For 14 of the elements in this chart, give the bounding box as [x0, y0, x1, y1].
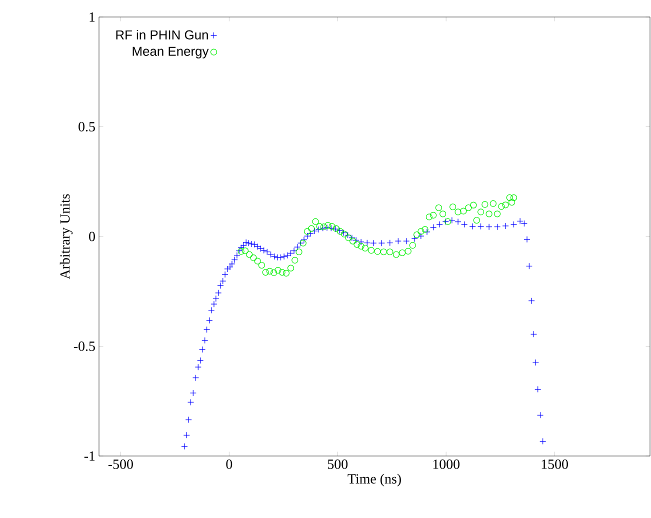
- x-tick-label: -500: [108, 460, 133, 469]
- y-tick-label: -1: [84, 451, 95, 461]
- legend-label: Mean Energy: [132, 46, 209, 58]
- y-tick-label: -0.5: [74, 342, 95, 351]
- legend-label: RF in PHIN Gun: [116, 30, 208, 40]
- y-tick-label: 1: [90, 12, 95, 22]
- x-axis-title: Time (ns): [348, 474, 401, 486]
- y-tick-label: 0: [89, 232, 95, 242]
- x-tick-label: 0: [226, 460, 232, 469]
- y-axis-title: Arbitrary Units: [60, 194, 73, 280]
- x-tick-label: 1500: [542, 460, 568, 469]
- y-tick-label: 0.5: [78, 122, 95, 132]
- x-tick-label: 500: [328, 460, 348, 469]
- x-tick-label: 1000: [433, 460, 460, 469]
